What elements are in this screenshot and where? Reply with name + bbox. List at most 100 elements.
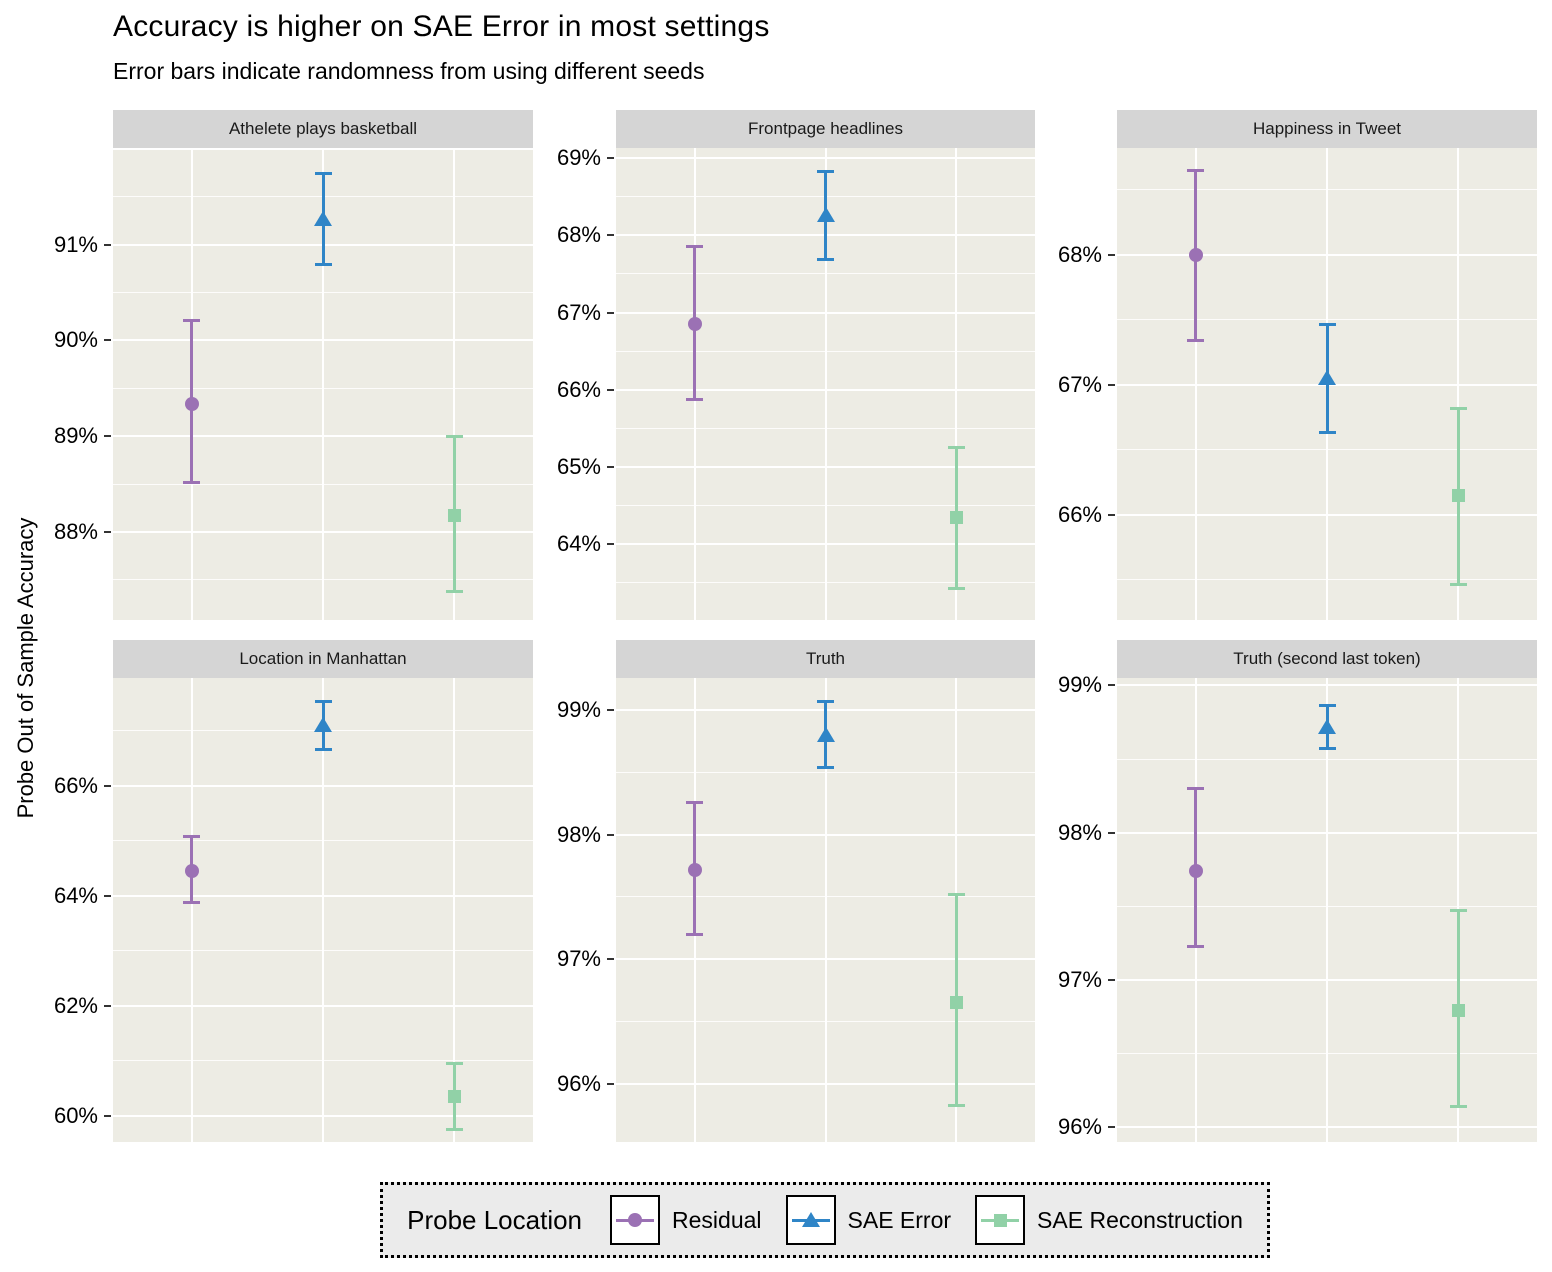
residual-errorbar-cap	[183, 480, 201, 484]
facet-title: Happiness in Tweet	[1252, 119, 1402, 138]
residual-errorbar-cap	[686, 245, 704, 249]
sae-reconstruction-legend-key	[975, 1195, 1026, 1245]
sae-reconstruction-marker	[1451, 488, 1465, 502]
facet-title: Location in Manhattan	[239, 649, 407, 668]
facet-strip: Truth	[616, 640, 1035, 678]
sae-reconstruction-errorbar-cap	[947, 1104, 965, 1108]
y-tick-label: 89%	[53, 423, 98, 449]
category-gridline	[453, 148, 456, 620]
y-tick-mark	[1108, 831, 1115, 834]
y-tick-mark	[607, 466, 614, 469]
facet-strip: Truth (second last token)	[1117, 640, 1537, 678]
sae-reconstruction-errorbar-cap	[445, 589, 463, 593]
sae-error-errorbar-cap	[1318, 431, 1336, 435]
sae-reconstruction-errorbar-cap	[445, 434, 463, 438]
residual-marker	[687, 862, 702, 877]
residual-marker	[1188, 863, 1203, 878]
legend: Probe Location Residual SAE Error	[380, 1182, 1270, 1258]
sae-reconstruction-marker	[447, 509, 461, 523]
legend-wrap: Probe Location Residual SAE Error	[113, 1182, 1537, 1258]
legend-title: Probe Location	[407, 1204, 583, 1235]
y-tick-mark	[1108, 978, 1115, 981]
sae-error-marker	[314, 717, 332, 733]
residual-errorbar-cap	[686, 932, 704, 936]
chart-title: Accuracy is higher on SAE Error in most …	[113, 10, 770, 43]
y-tick-mark	[1108, 253, 1115, 256]
y-tick-label: 66%	[556, 376, 601, 402]
chart-subtitle: Error bars indicate randomness from usin…	[113, 58, 705, 84]
y-tick-label: 62%	[53, 992, 98, 1018]
legend-item-residual: Residual	[610, 1195, 762, 1245]
y-tick-label: 96%	[556, 1070, 601, 1096]
sae-reconstruction-errorbar-cap	[1449, 583, 1467, 587]
facet-title: Athelete plays basketball	[228, 119, 418, 138]
y-tick-mark	[104, 1004, 111, 1007]
y-tick-mark	[607, 1082, 614, 1085]
legend-item-sae-reconstruction: SAE Reconstruction	[975, 1195, 1243, 1245]
y-tick-mark	[607, 543, 614, 546]
y-tick-mark	[607, 311, 614, 314]
category-gridline	[322, 148, 324, 620]
y-tick-label: 64%	[556, 531, 601, 557]
y-tick-label: 66%	[1057, 501, 1102, 527]
sae-error-errorbar-cap	[817, 257, 834, 261]
residual-errorbar-cap	[1187, 168, 1205, 172]
sae-error-marker	[816, 727, 835, 743]
y-tick-mark	[1108, 684, 1115, 687]
category-gridline	[1457, 148, 1460, 620]
sae-reconstruction-marker	[447, 1089, 461, 1103]
sae-error-errorbar-cap	[314, 263, 332, 267]
y-tick-label: 91%	[53, 231, 98, 257]
y-tick-mark	[104, 243, 111, 246]
y-tick-label: 69%	[556, 145, 601, 171]
sae-error-errorbar-cap	[1318, 704, 1336, 708]
category-gridline	[824, 678, 827, 1142]
category-gridline	[453, 678, 456, 1142]
category-gridline	[190, 678, 193, 1142]
residual-errorbar-cap	[183, 318, 201, 322]
sae-reconstruction-errorbar-cap	[1449, 406, 1467, 410]
y-tick-mark	[607, 709, 614, 712]
facet-strip: Happiness in Tweet	[1117, 110, 1537, 148]
y-tick-mark	[104, 894, 111, 897]
facet-title: Frontpage headlines	[747, 119, 903, 138]
sae-reconstruction-errorbar-cap	[947, 446, 965, 450]
sae-error-errorbar-cap	[817, 700, 834, 704]
y-tick-label: 99%	[556, 697, 601, 723]
residual-legend-label: Residual	[672, 1206, 762, 1233]
y-tick-label: 64%	[53, 882, 98, 908]
y-tick-mark	[607, 833, 614, 836]
sae-error-marker	[1318, 370, 1336, 386]
sae-reconstruction-marker	[949, 510, 963, 524]
residual-marker	[184, 396, 199, 411]
y-tick-mark	[104, 784, 111, 787]
y-tick-label: 96%	[1057, 1114, 1102, 1140]
y-tick-label: 88%	[53, 518, 98, 544]
sae-reconstruction-errorbar-cap	[947, 586, 965, 590]
category-gridline	[824, 148, 827, 620]
sae-error-errorbar-cap	[817, 766, 834, 770]
residual-circle-marker-icon	[628, 1213, 643, 1227]
category-gridline	[1326, 678, 1328, 1142]
y-tick-label: 98%	[1057, 819, 1102, 845]
y-tick-mark	[1108, 383, 1115, 386]
sae-error-errorbar-cap	[1318, 323, 1336, 327]
y-tick-label: 60%	[53, 1102, 98, 1128]
y-tick-label: 97%	[556, 946, 601, 972]
sae-reconstruction-marker	[949, 996, 963, 1010]
sae-reconstruction-legend-label: SAE Reconstruction	[1037, 1206, 1243, 1233]
y-tick-label: 97%	[1057, 966, 1102, 992]
y-tick-label: 66%	[53, 772, 98, 798]
y-tick-mark	[104, 435, 111, 438]
y-tick-mark	[607, 958, 614, 961]
sae-error-errorbar-cap	[817, 170, 834, 174]
sae-reconstruction-errorbar-cap	[1449, 909, 1467, 913]
sae-error-legend-key	[785, 1195, 836, 1245]
y-tick-mark	[1108, 1126, 1115, 1129]
residual-marker	[1188, 247, 1203, 262]
y-tick-label: 67%	[556, 299, 601, 325]
residual-legend-key	[610, 1195, 661, 1245]
facet-strip: Frontpage headlines	[616, 110, 1035, 148]
residual-errorbar-cap	[1187, 786, 1205, 790]
